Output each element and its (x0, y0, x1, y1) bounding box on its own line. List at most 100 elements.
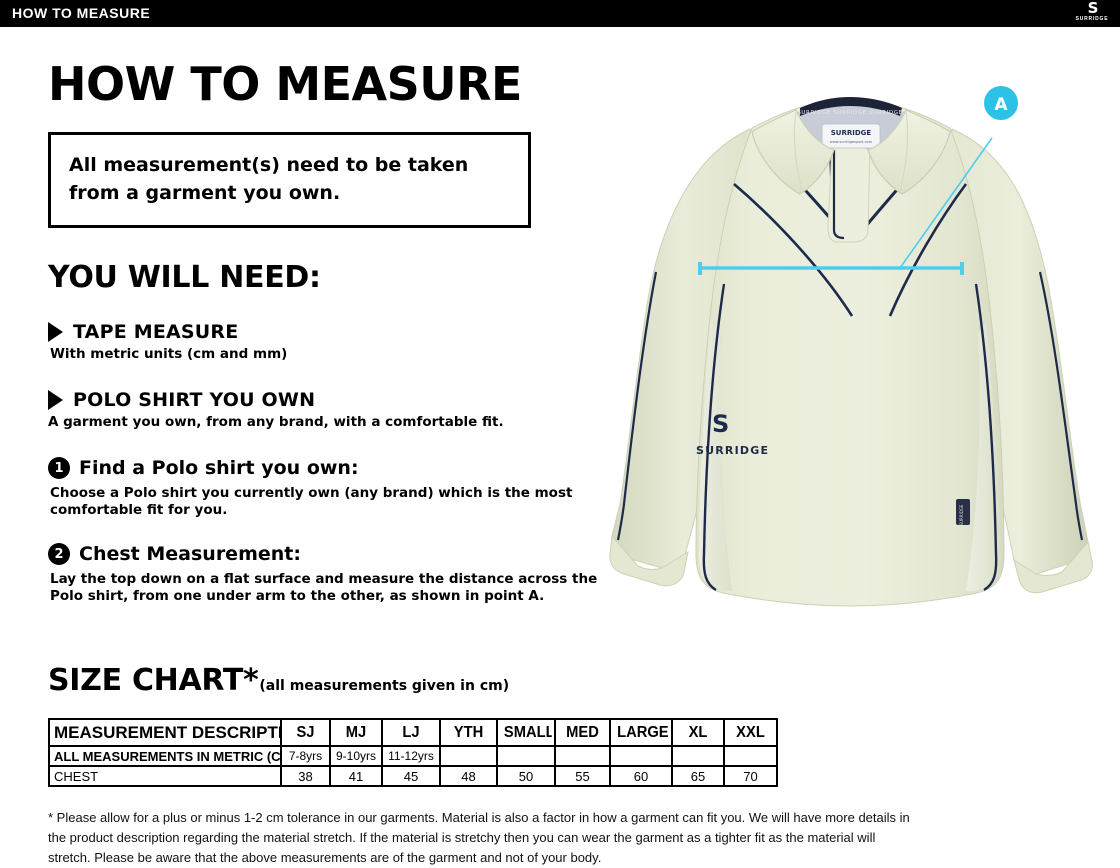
collar-left-fold (793, 111, 803, 193)
left-side-piping (702, 283, 726, 592)
collar-left (751, 109, 835, 195)
table-cell-value (554, 745, 611, 767)
table-cell-value: 65 (671, 765, 725, 787)
right-side-panel (966, 322, 1000, 591)
table-cell-value (496, 745, 556, 767)
collar-right-fold (899, 111, 909, 193)
footnote-text: * Please allow for a plus or minus 1-2 c… (48, 810, 910, 865)
measurement-point-a-label: A (994, 95, 1008, 115)
step-header: 1 Find a Polo shirt you own: (48, 457, 608, 479)
header-title: HOW TO MEASURE (12, 5, 151, 21)
page-title: HOW TO MEASURE (48, 57, 522, 111)
need-item-sub: With metric units (cm and mm) (50, 346, 288, 362)
step-body: Lay the top down on a flat surface and m… (50, 571, 598, 604)
left-side-panel (699, 320, 732, 591)
shirt-body (695, 99, 1005, 607)
placket (827, 137, 871, 243)
size-chart-note: (all measurements given in cm) (259, 678, 510, 694)
left-sleeve-piping (616, 271, 658, 541)
table-cell-value: 50 (496, 765, 556, 787)
neck-care-label-subtext: www.surridgesport.com (830, 140, 873, 144)
left-raglan-piping (733, 183, 854, 317)
need-item-header: POLO SHIRT YOU OWN (48, 389, 608, 411)
product-image: SURRIDGE SURRIDGE SURRIDGE SURRIDGE www.… (600, 34, 1100, 654)
collar-right (867, 109, 951, 195)
table-header-cell-xxl: XXL (725, 718, 776, 747)
table-cell-value: 11-12yrs (381, 745, 441, 767)
table-cell-value: 7-8yrs (280, 745, 331, 767)
table-row-metric: ALL MEASUREMENTS IN METRIC (CM) 7-8yrs 9… (48, 745, 778, 767)
step-2: 2 Chest Measurement: Lay the top down on… (48, 543, 608, 605)
table-cell-value: 45 (381, 765, 441, 787)
step-1: 1 Find a Polo shirt you own: Choose a Po… (48, 457, 608, 519)
need-item-polo-shirt: POLO SHIRT YOU OWN A garment you own, fr… (48, 389, 608, 431)
table-cell-value: 70 (723, 765, 778, 787)
callout-text: All measurement(s) need to be taken from… (69, 154, 469, 204)
table-cell-description: CHEST (48, 765, 282, 787)
placket-piping (832, 150, 845, 240)
right-raglan-piping (888, 183, 968, 317)
table-cell-value (671, 745, 725, 767)
surridge-logo: S SURRIDGE (1070, 1, 1114, 26)
instructions-column: HOW TO MEASURE All measurement(s) need t… (48, 58, 608, 629)
step-number-badge: 1 (48, 457, 70, 479)
table-cell-value (439, 745, 498, 767)
step-number-badge: 2 (48, 543, 70, 565)
size-chart-title: SIZE CHART* (48, 663, 259, 698)
need-item-label: POLO SHIRT YOU OWN (73, 389, 316, 411)
measurement-point-a-marker: A (984, 86, 1018, 120)
surridge-logo-wordmark: SURRIDGE (1075, 16, 1109, 22)
table-header-cell-large: LARGE (611, 718, 671, 747)
table-header-cell-xl: XL (673, 718, 723, 747)
need-item-label: TAPE MEASURE (73, 321, 239, 343)
table-header-cell-med: MED (556, 718, 609, 747)
svg-text:SURRIDGE: SURRIDGE (696, 444, 769, 457)
table-cell-value: 48 (439, 765, 498, 787)
callout-box: All measurement(s) need to be taken from… (48, 132, 531, 228)
triangle-bullet-icon (48, 390, 63, 410)
you-will-need-heading: YOU WILL NEED: (48, 260, 321, 295)
table-header-cell-yth: YTH (441, 718, 496, 747)
table-cell-value (609, 745, 673, 767)
table-cell-value: 55 (554, 765, 611, 787)
marker-leader-line (899, 137, 993, 269)
table-row-chest: CHEST 38 41 45 48 50 55 60 65 70 (48, 765, 778, 787)
step-title: Chest Measurement: (79, 543, 301, 565)
neck-tape (800, 97, 902, 116)
step-title: Find a Polo shirt you own: (79, 457, 359, 479)
need-item-sub: A garment you own, from any brand, with … (48, 414, 504, 430)
right-side-piping (974, 283, 998, 592)
side-hem-tag (956, 499, 970, 525)
table-cell-value: 60 (609, 765, 673, 787)
right-cuff (1013, 540, 1093, 594)
table-header-cell-sj: SJ (282, 718, 329, 747)
table-header-row: MEASUREMENT DESCRIPTION SJ MJ LJ YTH SMA… (48, 718, 777, 747)
side-hem-tag-text: SURRIDGE (959, 504, 964, 525)
table-cell-description: ALL MEASUREMENTS IN METRIC (CM) (48, 745, 282, 767)
table-header-cell-lj: LJ (383, 718, 439, 747)
triangle-bullet-icon (48, 322, 63, 342)
steps-list: 1 Find a Polo shirt you own: Choose a Po… (48, 457, 608, 605)
polo-shirt-illustration: SURRIDGE SURRIDGE SURRIDGE SURRIDGE www.… (609, 86, 1093, 607)
size-chart-table: MEASUREMENT DESCRIPTION SJ MJ LJ YTH SMA… (48, 718, 778, 787)
step-body: Choose a Polo shirt you currently own (a… (50, 485, 573, 518)
need-item-header: TAPE MEASURE (48, 321, 608, 343)
svg-text:S: S (712, 410, 728, 438)
table-cell-value: 38 (280, 765, 331, 787)
left-cuff (609, 534, 689, 587)
size-chart-section: SIZE CHART* (all measurements given in c… (48, 663, 1072, 787)
need-item-tape-measure: TAPE MEASURE With metric units (cm and m… (48, 321, 608, 363)
size-chart-heading: SIZE CHART* (all measurements given in c… (48, 663, 1072, 698)
chest-surridge-logo: S SURRIDGE (696, 410, 769, 457)
table-header-cell-mj: MJ (331, 718, 381, 747)
top-header-bar: HOW TO MEASURE S SURRIDGE (0, 0, 1120, 27)
surridge-logo-mark: S (1087, 0, 1099, 17)
neck-care-label (821, 123, 881, 149)
table-header-cell-description: MEASUREMENT DESCRIPTION (48, 718, 282, 747)
right-sleeve-piping (1038, 271, 1084, 541)
table-cell-value (723, 745, 778, 767)
neck-tape-text: SURRIDGE SURRIDGE SURRIDGE (797, 110, 902, 116)
table-header-cell-small: SMALL (498, 718, 554, 747)
neck-care-label-text: SURRIDGE (831, 129, 872, 137)
table-cell-value: 41 (329, 765, 383, 787)
